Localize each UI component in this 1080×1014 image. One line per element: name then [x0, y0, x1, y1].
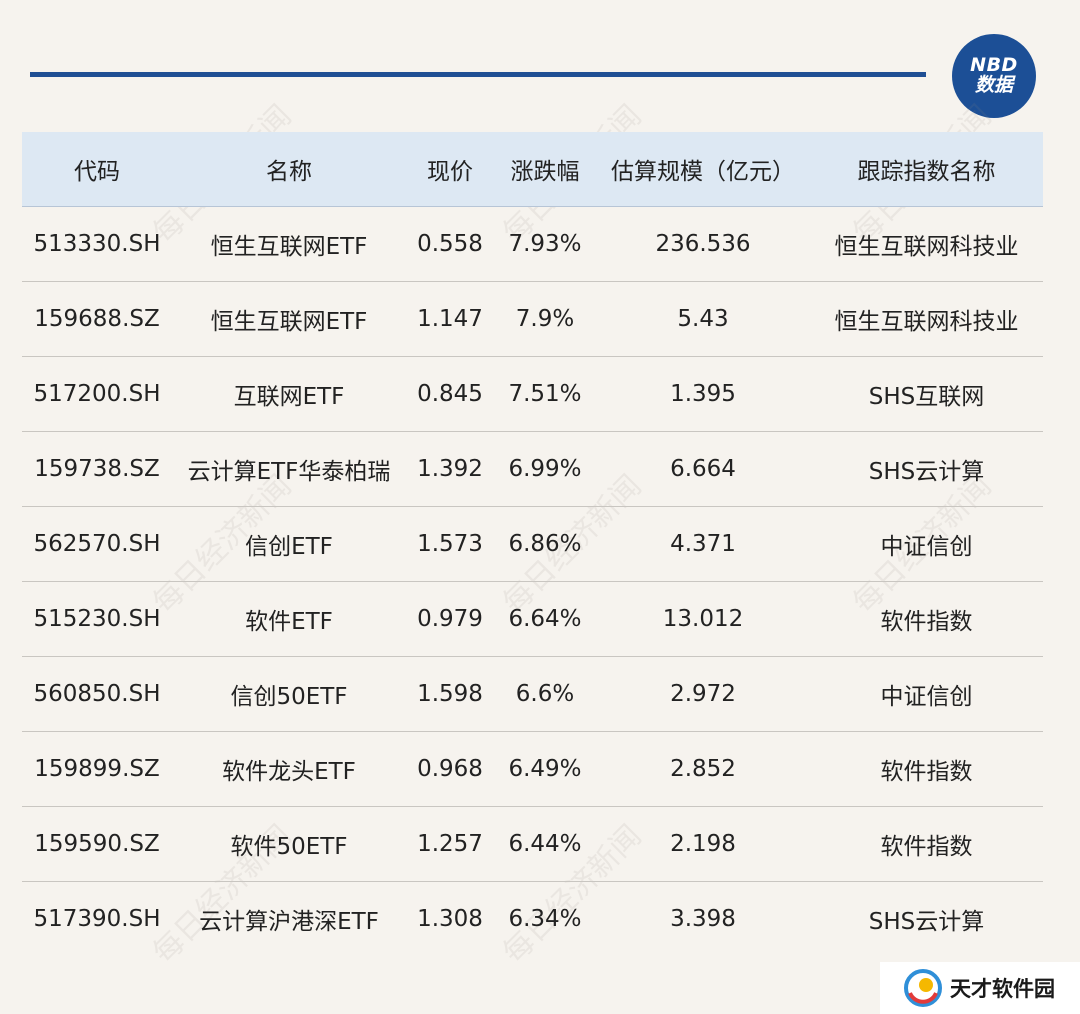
cell-name: 软件ETF	[172, 581, 406, 657]
cell-scale: 13.012	[596, 581, 810, 657]
cell-code: 159688.SZ	[22, 281, 172, 357]
table-row: 513330.SH 恒生互联网ETF 0.558 7.93% 236.536 恒…	[22, 206, 1043, 282]
cell-price: 1.257	[406, 806, 494, 882]
cell-index: SHS互联网	[810, 356, 1043, 432]
cell-name: 信创ETF	[172, 506, 406, 582]
cell-change: 6.49%	[494, 731, 596, 807]
cell-code: 159899.SZ	[22, 731, 172, 807]
table-row: 159688.SZ 恒生互联网ETF 1.147 7.9% 5.43 恒生互联网…	[22, 281, 1043, 357]
cell-name: 软件龙头ETF	[172, 731, 406, 807]
cell-index: 中证信创	[810, 656, 1043, 732]
table-header-row: 代码 名称 现价 涨跌幅 估算规模（亿元） 跟踪指数名称	[22, 132, 1043, 207]
logo-text-line1: NBD	[970, 54, 1018, 77]
cell-change: 6.44%	[494, 806, 596, 882]
cell-change: 7.51%	[494, 356, 596, 432]
cell-index: 软件指数	[810, 806, 1043, 882]
cell-name: 云计算沪港深ETF	[199, 909, 379, 935]
cell-code: 560850.SH	[22, 656, 172, 732]
cell-change: 6.34%	[508, 906, 582, 932]
cell-name: 软件50ETF	[172, 806, 406, 882]
cell-scale: 4.371	[596, 506, 810, 582]
cell-change: 6.6%	[494, 656, 596, 732]
cell-scale: 2.972	[596, 656, 810, 732]
cell-price: 0.845	[406, 356, 494, 432]
cell-code: 517200.SH	[22, 356, 172, 432]
table-row: 562570.SH 信创ETF 1.573 6.86% 4.371 中证信创	[22, 506, 1043, 582]
cell-change: 7.93%	[494, 206, 596, 282]
cell-price: 1.308	[417, 906, 483, 932]
cell-name: 互联网ETF	[172, 356, 406, 432]
table-row: 560850.SH 信创50ETF 1.598 6.6% 2.972 中证信创	[22, 656, 1043, 732]
cell-index: 恒生互联网科技业	[810, 206, 1043, 282]
cell-name: 信创50ETF	[172, 656, 406, 732]
brand-name: 天才软件园	[950, 977, 1055, 1001]
cell-price: 1.598	[406, 656, 494, 732]
logo-text-line2: 数据	[974, 74, 1013, 96]
nbd-logo: NBD 数据	[952, 34, 1036, 118]
table-row: 159738.SZ 云计算ETF华泰柏瑞 1.392 6.99% 6.664 S…	[22, 431, 1043, 507]
cell-index: 软件指数	[810, 731, 1043, 807]
cell-scale: 2.852	[596, 731, 810, 807]
cell-change: 6.99%	[494, 431, 596, 507]
cell-price: 0.968	[406, 731, 494, 807]
cell-scale: 1.395	[596, 356, 810, 432]
cell-scale: 236.536	[596, 206, 810, 282]
cell-index: SHS云计算	[868, 909, 985, 935]
header-rule	[30, 72, 926, 77]
cell-scale: 2.198	[596, 806, 810, 882]
cell-index: 软件指数	[810, 581, 1043, 657]
cell-name: 云计算ETF华泰柏瑞	[172, 431, 406, 507]
cell-change: 7.9%	[494, 281, 596, 357]
cell-scale: 3.398	[670, 906, 736, 932]
cell-code: 513330.SH	[22, 206, 172, 282]
cell-code: 159590.SZ	[22, 806, 172, 882]
cell-index: 中证信创	[810, 506, 1043, 582]
cell-code: 517390.SH	[33, 906, 161, 932]
cell-price: 1.147	[406, 281, 494, 357]
etf-table: 代码 名称 现价 涨跌幅 估算规模（亿元） 跟踪指数名称 513330.SH 恒…	[22, 132, 1043, 956]
cell-change: 6.64%	[494, 581, 596, 657]
cell-price: 1.392	[406, 431, 494, 507]
table-row: 159590.SZ 软件50ETF 1.257 6.44% 2.198 软件指数	[22, 806, 1043, 882]
table-row: 517390.SH 云计算沪港深ETF 1.308 6.34% 3.398 SH…	[22, 882, 1043, 957]
cell-index: SHS云计算	[810, 431, 1043, 507]
cell-name: 恒生互联网ETF	[172, 206, 406, 282]
cell-code: 515230.SH	[22, 581, 172, 657]
cell-code: 562570.SH	[22, 506, 172, 582]
brand-badge: 天才软件园	[880, 962, 1080, 1014]
table-row: 517200.SH 互联网ETF 0.845 7.51% 1.395 SHS互联…	[22, 356, 1043, 432]
header-price: 现价	[406, 132, 494, 207]
table-row: 515230.SH 软件ETF 0.979 6.64% 13.012 软件指数	[22, 581, 1043, 657]
header-name: 名称	[172, 132, 406, 207]
brand-logo-icon	[904, 969, 942, 1007]
cell-index: 恒生互联网科技业	[810, 281, 1043, 357]
header-change: 涨跌幅	[494, 132, 596, 207]
header-code: 代码	[22, 132, 172, 207]
cell-scale: 6.664	[596, 431, 810, 507]
table-row: 159899.SZ 软件龙头ETF 0.968 6.49% 2.852 软件指数	[22, 731, 1043, 807]
cell-name: 恒生互联网ETF	[172, 281, 406, 357]
cell-code: 159738.SZ	[22, 431, 172, 507]
cell-price: 0.979	[406, 581, 494, 657]
cell-change: 6.86%	[494, 506, 596, 582]
cell-scale: 5.43	[596, 281, 810, 357]
header-index: 跟踪指数名称	[810, 132, 1043, 207]
cell-price: 1.573	[406, 506, 494, 582]
header-scale: 估算规模（亿元）	[596, 132, 810, 207]
cell-price: 0.558	[406, 206, 494, 282]
